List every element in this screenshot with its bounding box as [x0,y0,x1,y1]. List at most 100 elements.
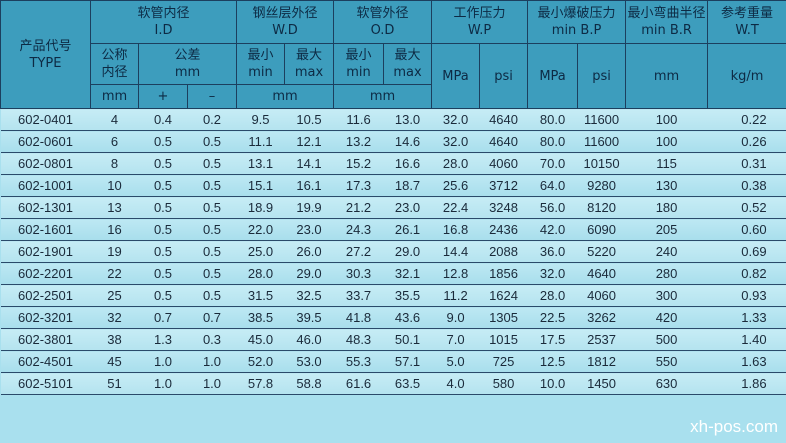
od-max-header: 最大 max [383,43,433,85]
table-cell: 0.5 [187,174,237,197]
table-cell: 0.5 [187,218,237,241]
table-cell: 45.0 [236,328,285,351]
table-cell: 61.6 [333,372,384,395]
table-cell: 602-1601 [0,218,91,241]
table-cell: 1450 [577,372,626,395]
table-cell: 4.0 [431,372,480,395]
table-cell: 64.0 [527,174,578,197]
table-cell: 32.1 [383,262,432,285]
table-cell: 55.3 [333,350,384,373]
table-cell: 9.5 [236,108,285,131]
table-cell: 1.0 [187,372,237,395]
table-body: 602-0401 4 0.4 0.2 9.5 10.5 11.6 13.0 32.0 4640 80… [0,108,786,395]
table-cell: 1.0 [187,350,237,373]
table-row: 602-1001 10 0.5 0.5 15.1 16.1 17.3 18.7 25.6 3712… [0,174,786,197]
table-cell: 8120 [577,196,626,219]
table-cell: 58.8 [284,372,334,395]
table-cell: 602-2501 [0,284,91,307]
table-cell: 0.5 [187,152,237,175]
nominal-header: 公称 内径 [90,43,139,85]
table-cell: 500 [625,328,708,351]
table-cell: 4 [90,108,139,131]
table-cell: 45 [90,350,139,373]
table-cell: 12.5 [527,350,578,373]
table-cell: 300 [625,284,708,307]
table-cell: 22.5 [527,306,578,329]
table-cell: 16.8 [431,218,480,241]
tol-plus: + [138,84,188,109]
table-cell: 29.0 [383,240,432,263]
table-cell: 10.0 [527,372,578,395]
table-cell: 43.6 [383,306,432,329]
table-cell: 28.0 [431,152,480,175]
table-cell: 0.38 [707,174,786,197]
table-row: 602-3801 38 1.3 0.3 45.0 46.0 48.3 50.1 7.0 1015 1… [0,328,786,351]
table-cell: 11600 [577,130,626,153]
table-cell: 11.1 [236,130,285,153]
table-cell: 42.0 [527,218,578,241]
bp-header: 最小爆破压力 min B.P [527,0,627,44]
table-cell: 1.0 [138,372,188,395]
table-cell: 17.5 [527,328,578,351]
table-cell: 602-5101 [0,372,91,395]
table-cell: 4640 [577,262,626,285]
table-cell: 13.1 [236,152,285,175]
table-cell: 1856 [479,262,528,285]
table-cell: 0.3 [187,328,237,351]
wd-header: 钢丝层外径 W.D [235,0,335,44]
table-cell: 48.3 [333,328,384,351]
table-row: 602-0401 4 0.4 0.2 9.5 10.5 11.6 13.0 32.0 4640 80… [0,108,786,131]
table-cell: 550 [625,350,708,373]
table-cell: 0.5 [138,196,188,219]
table-cell: 46.0 [284,328,334,351]
table-cell: 0.5 [138,262,188,285]
br-header: 最小弯曲半径 min B.R [625,0,709,44]
table-cell: 0.5 [138,174,188,197]
table-cell: 0.82 [707,262,786,285]
table-cell: 8 [90,152,139,175]
bp-mpa-header: MPa [527,43,579,109]
table-cell: 3248 [479,196,528,219]
wt-unit-header: kg/m [707,43,786,109]
table-cell: 13.2 [333,130,384,153]
table-cell: 1.3 [138,328,188,351]
table-cell: 100 [625,108,708,131]
wt-header: 参考重量 W.T [707,0,786,44]
table-cell: 30.3 [333,262,384,285]
table-cell: 15.2 [333,152,384,175]
table-cell: 100 [625,130,708,153]
table-cell: 0.93 [707,284,786,307]
table-cell: 51 [90,372,139,395]
table-cell: 16.6 [383,152,432,175]
table-cell: 53.0 [284,350,334,373]
table-cell: 21.2 [333,196,384,219]
table-cell: 0.5 [138,152,188,175]
table-cell: 19 [90,240,139,263]
table-cell: 38.5 [236,306,285,329]
table-cell: 0.4 [138,108,188,131]
table-cell: 602-3801 [0,328,91,351]
table-cell: 28.0 [527,284,578,307]
table-cell: 1624 [479,284,528,307]
table-cell: 26.1 [383,218,432,241]
table-cell: 18.7 [383,174,432,197]
table-row: 602-0801 8 0.5 0.5 13.1 14.1 15.2 16.6 28.0 4060 7… [0,152,786,175]
table-cell: 32.5 [284,284,334,307]
table-cell: 15.1 [236,174,285,197]
table-cell: 7.0 [431,328,480,351]
table-cell: 14.4 [431,240,480,263]
table-cell: 3712 [479,174,528,197]
table-cell: 1.0 [138,350,188,373]
nominal-unit: mm [90,84,139,109]
table-cell: 2436 [479,218,528,241]
table-cell: 32.0 [431,108,480,131]
table-cell: 50.1 [383,328,432,351]
table-cell: 602-1001 [0,174,91,197]
table-cell: 3262 [577,306,626,329]
table-cell: 80.0 [527,108,578,131]
table-cell: 11.2 [431,284,480,307]
wd-min-header: 最小 min [236,43,285,85]
od-unit: mm [333,84,433,109]
table-cell: 80.0 [527,130,578,153]
table-cell: 4640 [479,130,528,153]
